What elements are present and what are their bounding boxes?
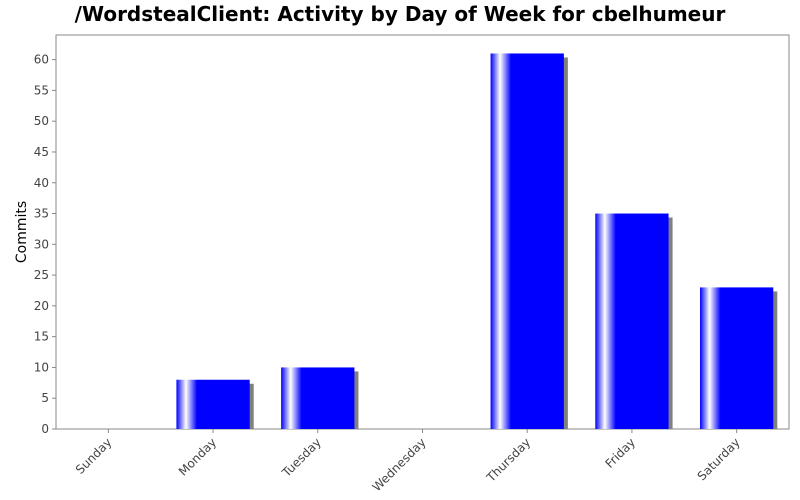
plot-area: [55, 34, 790, 430]
y-tick-label: 35: [34, 207, 49, 221]
y-tick-label: 10: [34, 360, 49, 374]
y-axis: 0 5 10 15 20 25 30 35 40 45 50 55 60: [34, 53, 56, 436]
x-tick-label-tuesday: Tuesday: [279, 435, 324, 480]
y-tick-label: 0: [41, 422, 49, 436]
y-tick-label: 50: [34, 114, 49, 128]
y-tick-label: 15: [34, 330, 49, 344]
y-tick-label: 40: [34, 176, 49, 190]
y-tick-label: 45: [34, 145, 49, 159]
bar-monday: [176, 379, 250, 429]
bar-thursday: [490, 53, 564, 429]
bar-friday: [595, 213, 669, 429]
x-tick-label-wednesday: Wednesday: [370, 435, 429, 494]
x-axis: Sunday Monday Tuesday Wednesday Thursday Frid…: [73, 429, 743, 494]
bar-saturday: [699, 287, 774, 429]
x-tick-label-monday: Monday: [176, 435, 219, 478]
y-tick-label: 5: [41, 391, 49, 405]
chart-title: /WordstealClient: Activity by Day of Wee…: [74, 2, 726, 26]
y-tick-label: 55: [34, 83, 49, 97]
y-tick-label: 25: [34, 268, 49, 282]
bars-group: [176, 53, 778, 429]
y-tick-label: 20: [34, 299, 49, 313]
y-tick-label: 60: [34, 53, 49, 67]
x-tick-label-thursday: Thursday: [483, 435, 533, 485]
x-tick-label-saturday: Saturday: [695, 435, 743, 483]
x-tick-label-friday: Friday: [602, 435, 638, 471]
x-tick-label-sunday: Sunday: [73, 435, 115, 477]
y-axis-title: Commits: [14, 201, 30, 263]
bar-tuesday: [281, 367, 355, 429]
y-tick-label: 30: [34, 237, 49, 251]
